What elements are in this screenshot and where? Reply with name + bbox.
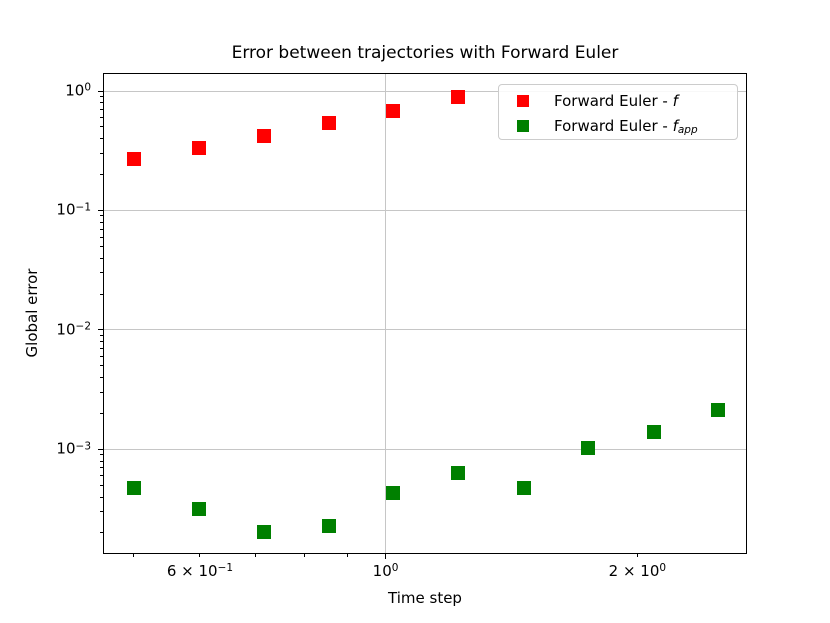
legend-label: Forward Euler - fapp bbox=[554, 116, 698, 137]
y-tick-label: 100 bbox=[65, 81, 91, 100]
data-point-f bbox=[256, 129, 271, 144]
x-major-tick bbox=[385, 554, 387, 559]
y-minor-tick bbox=[100, 365, 104, 367]
data-point-f bbox=[126, 151, 141, 166]
math-symbol: f bbox=[672, 116, 678, 135]
y-tick-label: 10−3 bbox=[56, 439, 91, 458]
data-point-f-app bbox=[516, 481, 531, 496]
y-minor-tick bbox=[100, 511, 104, 513]
y-minor-tick bbox=[100, 245, 104, 247]
y-major-tick bbox=[98, 448, 104, 450]
y-gridline bbox=[104, 448, 746, 450]
y-gridline bbox=[104, 90, 746, 92]
data-point-f bbox=[191, 140, 206, 155]
data-point-f-app bbox=[581, 441, 596, 456]
y-minor-tick bbox=[100, 257, 104, 259]
y-minor-tick bbox=[100, 377, 104, 379]
legend-marker-square bbox=[517, 119, 529, 132]
data-point-f bbox=[386, 103, 401, 118]
x-minor-tick bbox=[346, 554, 348, 557]
exponent: 0 bbox=[84, 81, 91, 94]
legend: Forward Euler - f Forward Euler - fapp bbox=[498, 84, 738, 140]
math-subscript: app bbox=[677, 124, 698, 137]
exponent: −2 bbox=[75, 320, 91, 333]
x-minor-tick bbox=[636, 554, 638, 557]
y-minor-tick bbox=[100, 532, 104, 534]
y-minor-tick bbox=[100, 293, 104, 295]
y-minor-tick bbox=[100, 391, 104, 393]
data-point-f bbox=[321, 116, 336, 131]
data-point-f bbox=[451, 89, 466, 104]
chart-title: Error between trajectories with Forward … bbox=[231, 43, 619, 63]
math-symbol: f bbox=[672, 91, 678, 110]
x-minor-tick bbox=[303, 554, 305, 557]
y-minor-tick bbox=[100, 496, 104, 498]
legend-entry: Forward Euler - fapp bbox=[499, 113, 737, 138]
y-gridline bbox=[104, 329, 746, 331]
y-minor-tick bbox=[100, 102, 104, 104]
y-major-tick bbox=[98, 329, 104, 331]
y-minor-tick bbox=[100, 272, 104, 274]
y-minor-tick bbox=[100, 138, 104, 140]
y-minor-tick bbox=[100, 475, 104, 477]
data-point-f-app bbox=[191, 502, 206, 517]
plot-area bbox=[103, 73, 747, 554]
y-minor-tick bbox=[100, 152, 104, 154]
data-point-f-app bbox=[386, 486, 401, 501]
y-minor-tick bbox=[100, 454, 104, 456]
data-point-f-app bbox=[321, 518, 336, 533]
x-axis-label: Time step bbox=[388, 589, 462, 607]
x-minor-tick bbox=[133, 554, 135, 557]
x-minor-tick bbox=[255, 554, 257, 557]
x-tick-label: 2 × 100 bbox=[608, 562, 667, 580]
exponent: −1 bbox=[217, 562, 234, 575]
y-axis-label: Global error bbox=[23, 268, 41, 358]
y-tick-label: 10−1 bbox=[56, 200, 91, 219]
y-minor-tick bbox=[100, 484, 104, 486]
exponent: 0 bbox=[659, 562, 667, 575]
y-minor-tick bbox=[100, 341, 104, 343]
y-minor-tick bbox=[100, 347, 104, 349]
y-minor-tick bbox=[100, 334, 104, 336]
x-gridline bbox=[385, 74, 387, 553]
data-point-f-app bbox=[256, 525, 271, 540]
data-point-f-app bbox=[646, 425, 661, 439]
x-tick-label: 100 bbox=[372, 562, 399, 580]
exponent: 0 bbox=[391, 562, 399, 575]
data-point-f-app bbox=[711, 403, 726, 418]
x-tick-label: 6 × 10−1 bbox=[166, 562, 234, 580]
y-minor-tick bbox=[100, 221, 104, 223]
y-minor-tick bbox=[100, 355, 104, 357]
y-minor-tick bbox=[100, 413, 104, 414]
y-gridline bbox=[104, 209, 746, 211]
y-minor-tick bbox=[100, 109, 104, 111]
y-minor-tick bbox=[100, 174, 104, 176]
y-minor-tick bbox=[100, 95, 104, 97]
y-major-tick bbox=[98, 90, 104, 92]
y-minor-tick bbox=[100, 117, 104, 119]
y-major-tick bbox=[98, 209, 104, 211]
data-point-f-app bbox=[126, 480, 141, 495]
exponent: −1 bbox=[75, 201, 91, 214]
exponent: −3 bbox=[75, 440, 91, 453]
y-minor-tick bbox=[100, 460, 104, 462]
x-minor-tick bbox=[199, 554, 201, 557]
y-tick-label: 10−2 bbox=[56, 320, 91, 339]
legend-marker-square bbox=[517, 94, 529, 107]
data-point-f-app bbox=[451, 466, 466, 481]
y-minor-tick bbox=[100, 467, 104, 469]
y-minor-tick bbox=[100, 228, 104, 230]
y-minor-tick bbox=[100, 215, 104, 217]
y-minor-tick bbox=[100, 126, 104, 128]
legend-entry: Forward Euler - f bbox=[499, 88, 737, 113]
y-minor-tick bbox=[100, 236, 104, 238]
legend-label: Forward Euler - f bbox=[554, 91, 678, 110]
